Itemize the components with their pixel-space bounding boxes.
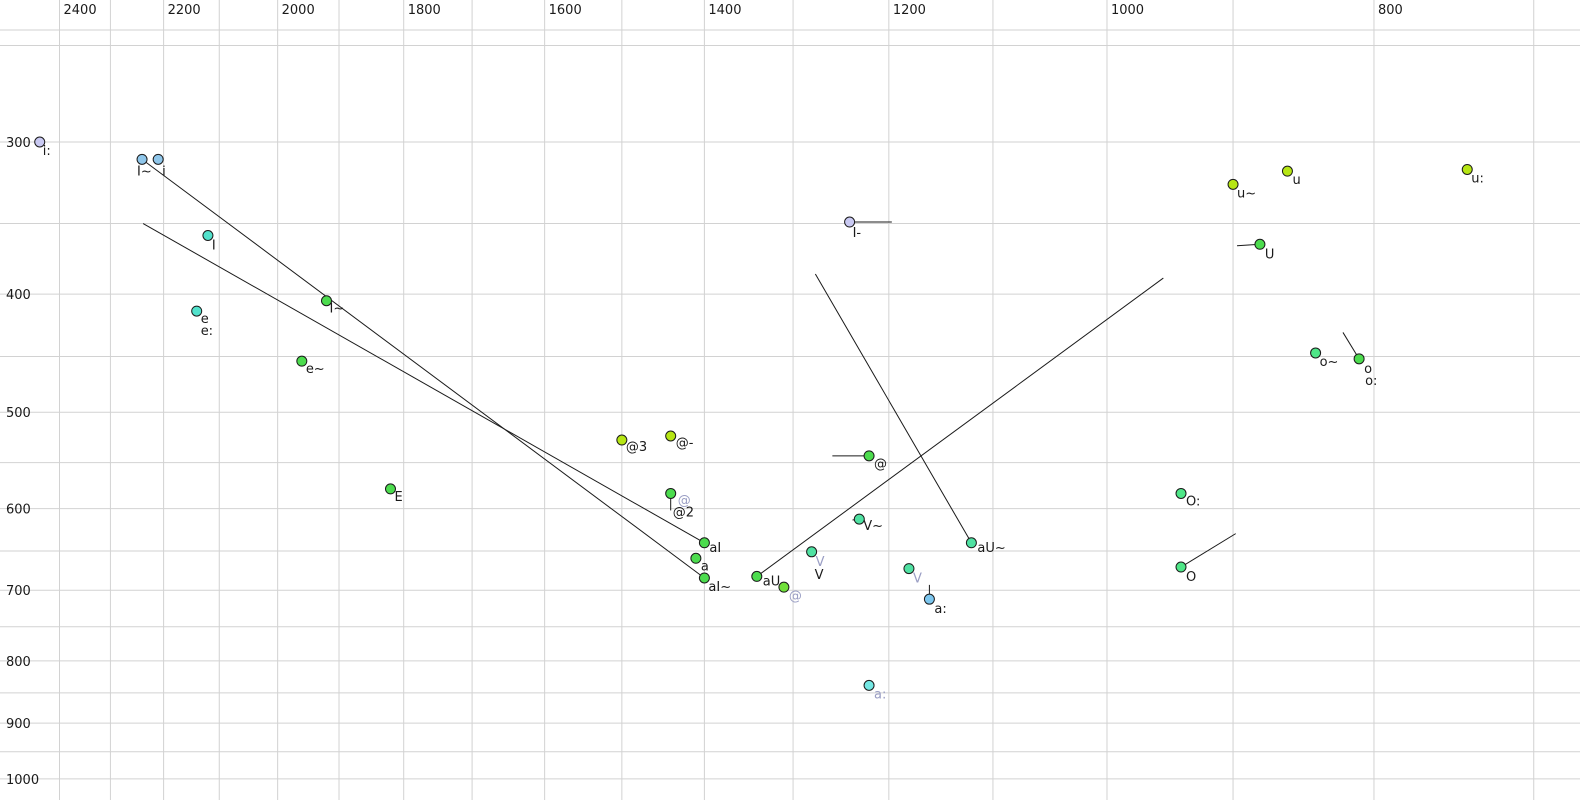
x-tick-label: 1200 xyxy=(893,3,926,18)
point-label-e: e xyxy=(201,312,209,327)
x-tick-label: 800 xyxy=(1378,3,1403,18)
vowel-point-E xyxy=(384,483,396,495)
vowel-point-schwa-lt xyxy=(778,581,790,593)
point-label-V-gray: V xyxy=(913,572,922,587)
vowel-point-i-long xyxy=(34,136,46,148)
vowel-point-schwa3 xyxy=(616,434,628,446)
point-label-e-nasal: e~ xyxy=(306,362,325,377)
point-label-V: V xyxy=(816,555,825,570)
vowel-point-schwa- xyxy=(665,430,677,442)
point-label-aI-nasal: aI~ xyxy=(708,580,731,595)
point-label-V: V xyxy=(815,568,824,583)
vowel-point-a xyxy=(690,552,702,564)
x-tick-label: 1800 xyxy=(408,3,441,18)
vowel-point-O-long xyxy=(1175,487,1187,499)
point-label-aU: aU xyxy=(763,574,780,589)
vowel-point-I-nasal2 xyxy=(320,295,332,307)
y-tick-label: 700 xyxy=(6,584,31,599)
point-label-i: i xyxy=(162,164,166,179)
x-tick-label: 2200 xyxy=(168,3,201,18)
point-label-U: U xyxy=(1265,247,1275,262)
point-label-schwa2: @2 xyxy=(673,505,694,520)
vowel-point-o-nasal xyxy=(1310,347,1322,359)
trajectory-layer xyxy=(141,158,1164,579)
vowel-point-o xyxy=(1353,353,1365,365)
point-label-a-long-2: a: xyxy=(874,687,886,702)
x-tick-label: 1600 xyxy=(549,3,582,18)
vowel-point-V xyxy=(806,546,818,558)
y-tick-label: 500 xyxy=(6,406,31,421)
vowel-point-I xyxy=(202,229,214,241)
vowel-point-u-nasal xyxy=(1227,178,1239,190)
point-label-a: a xyxy=(701,559,709,574)
vowel-point-O xyxy=(1175,561,1187,573)
y-tick-label: 400 xyxy=(6,288,31,303)
points-layer xyxy=(34,136,1473,691)
vowel-point-e-nasal xyxy=(296,355,308,367)
point-label-I: I xyxy=(212,238,216,253)
point-label-schwa: @ xyxy=(874,457,887,472)
vowel-point-I-nasal xyxy=(136,153,148,165)
vowel-point-aI-nasal xyxy=(698,572,710,584)
axis-label-layer: 2400 2200 2000 1800 1600 1400 1200 1000 800 300 40… xyxy=(6,3,1403,788)
trajectory-line xyxy=(142,223,705,544)
trajectory-line xyxy=(814,273,972,544)
point-label-V-nasal: V~ xyxy=(863,519,883,534)
point-label-schwa-: @- xyxy=(676,436,694,451)
point-label-e: e: xyxy=(201,324,213,339)
vowel-point-e xyxy=(191,305,203,317)
point-label-o: o: xyxy=(1365,374,1377,389)
point-label-u-long: u: xyxy=(1471,171,1484,186)
point-label-schwa-lt: @ xyxy=(789,589,802,604)
point-label-schwa3: @3 xyxy=(626,440,647,455)
vowel-point-schwa2 xyxy=(665,487,677,499)
vowel-point-U xyxy=(1254,238,1266,250)
vowel-point-V-nasal xyxy=(853,513,865,525)
tail-layer xyxy=(670,221,1360,600)
point-tail-O xyxy=(1180,533,1236,568)
vowel-point-V-gray xyxy=(903,563,915,575)
x-tick-label: 2000 xyxy=(282,3,315,18)
point-label-aI: aI xyxy=(709,541,721,556)
point-label-aU-nasal: aU~ xyxy=(977,541,1005,556)
vowel-point-a-long-2 xyxy=(863,679,875,691)
vowel-point-a-long xyxy=(923,593,935,605)
vowel-point-aU-nasal xyxy=(965,537,977,549)
vowel-point-schwa xyxy=(863,450,875,462)
point-label-O-long: O: xyxy=(1186,494,1200,509)
point-label-schwa2: @ xyxy=(678,493,691,508)
vowel-point-aU xyxy=(751,570,763,582)
point-label-u-nasal: u~ xyxy=(1237,186,1256,201)
x-tick-label: 1400 xyxy=(708,3,741,18)
y-tick-label: 900 xyxy=(6,717,31,732)
trajectory-line xyxy=(141,158,705,579)
vowel-point-I-bar xyxy=(844,216,856,228)
point-label-i-long: i: xyxy=(43,144,51,159)
point-label-I-nasal: I~ xyxy=(137,164,152,179)
point-label-I-nasal2: I~ xyxy=(329,302,344,317)
point-label-O: O xyxy=(1186,570,1196,585)
y-tick-label: 1000 xyxy=(6,773,39,788)
x-tick-label: 1000 xyxy=(1111,3,1144,18)
point-label-o: o xyxy=(1364,362,1372,377)
point-label-u: u xyxy=(1292,173,1300,188)
trajectory-line xyxy=(756,277,1164,577)
point-label-I-bar: I- xyxy=(853,226,862,241)
y-tick-label: 600 xyxy=(6,503,31,518)
vowel-point-u-long xyxy=(1461,163,1473,175)
y-tick-label: 300 xyxy=(6,136,31,151)
y-tick-label: 800 xyxy=(6,655,31,670)
point-label-E: E xyxy=(394,490,402,505)
point-label-a-long: a: xyxy=(934,602,946,617)
vowel-point-i xyxy=(152,153,164,165)
x-tick-label: 2400 xyxy=(64,3,97,18)
point-label-o-nasal: o~ xyxy=(1320,355,1339,370)
vowel-point-aI xyxy=(698,537,710,549)
vowel-point-u xyxy=(1281,165,1293,177)
